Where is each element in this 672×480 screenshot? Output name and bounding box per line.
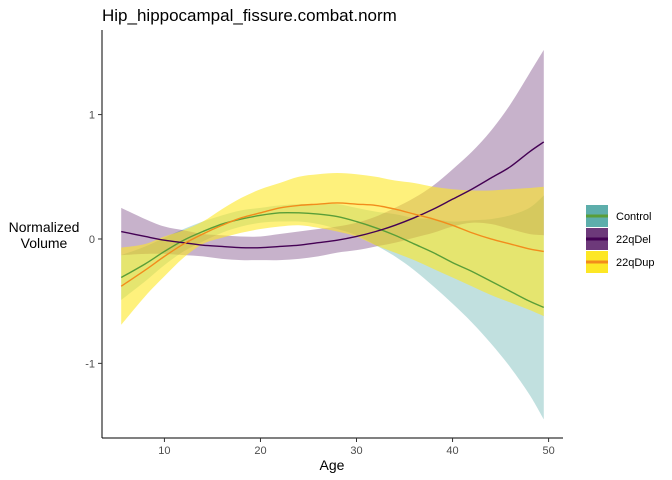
confidence-bands [121,49,544,420]
y-ticks: -1 0 1 [85,110,102,370]
legend-label: 22qDup [616,257,655,269]
fitted-lines [120,141,545,309]
y-tick-label: 1 [89,110,95,122]
legend-item-22qdup: 22qDup [586,251,655,273]
line-control [120,211,545,309]
legend-item-control: Control [586,205,651,227]
x-axis-title: Age [320,457,345,473]
y-tick-label: -1 [85,358,95,370]
y-tick-label: 0 [89,234,95,246]
x-tick-label: 50 [542,445,554,457]
x-ticks: 10 20 30 40 50 [158,438,555,457]
axes [101,30,563,439]
chart-title: Hip_hippocampal_fissure.combat.norm [102,6,397,25]
x-tick-label: 40 [446,445,458,457]
line-22qdel [121,141,545,249]
x-tick-label: 30 [350,445,362,457]
band-22qdup [121,173,544,325]
y-axis-title-line1: Normalized [9,219,80,235]
line-22qdup [120,202,544,287]
legend-item-22qdel: 22qDel [586,228,651,250]
legend-label: Control [616,211,651,223]
x-tick-label: 20 [254,445,266,457]
x-tick-label: 10 [158,445,170,457]
legend: Control 22qDel 22qDup [586,205,655,273]
y-axis-title-line2: Volume [21,235,68,251]
legend-label: 22qDel [616,234,651,246]
